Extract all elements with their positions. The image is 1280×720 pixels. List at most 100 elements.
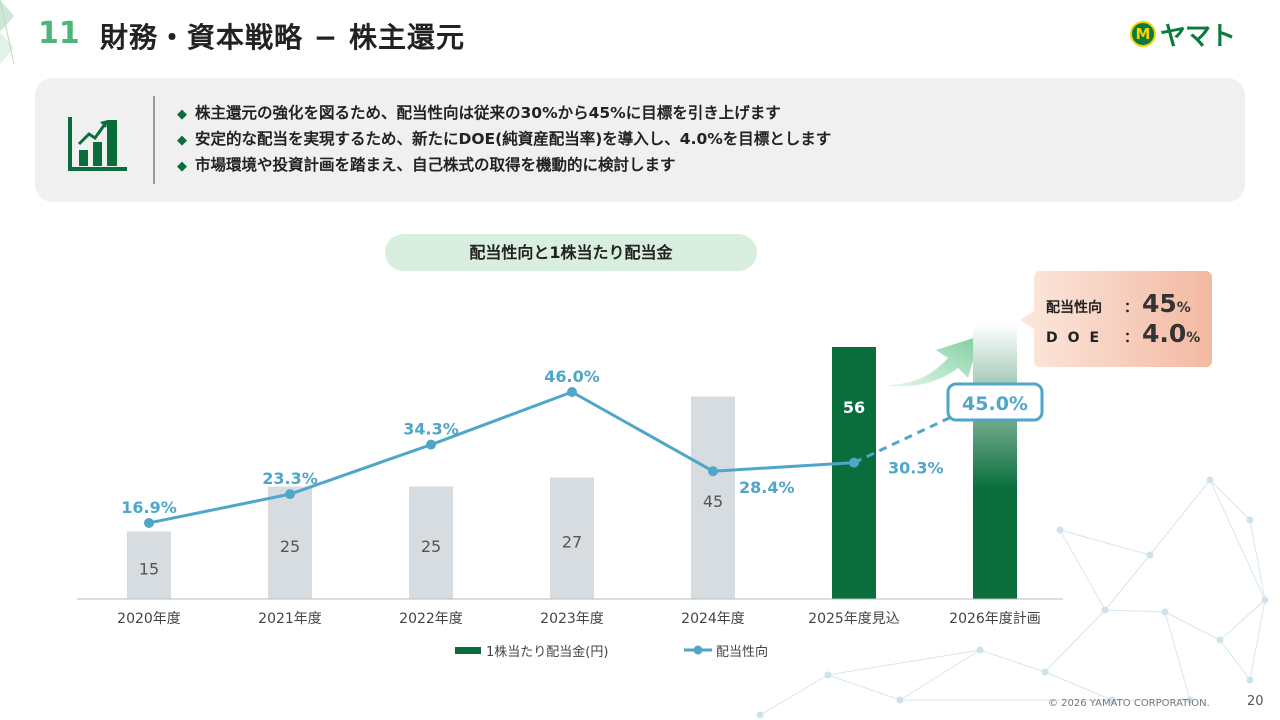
legend-line-marker <box>693 645 703 655</box>
diamond-bullet-icon: ◆ <box>177 107 187 122</box>
x-tick-label: 2021年度 <box>258 611 322 627</box>
payout-ratio-line <box>148 390 855 525</box>
network-edge <box>1044 609 1106 673</box>
payout-ratio-point <box>567 387 577 397</box>
payout-colon: ： <box>1124 300 1138 316</box>
bar-value-label: 56 <box>843 398 865 417</box>
payout-ratio-point <box>849 457 859 468</box>
payout-label: 配当性向 <box>1046 300 1102 316</box>
network-edge <box>1209 479 1266 601</box>
network-edge <box>827 674 901 701</box>
network-edge <box>1219 639 1251 681</box>
doe-colon: ： <box>1124 330 1138 346</box>
logo-mark-icon: M <box>1130 21 1156 47</box>
payout-ratio-point <box>426 439 436 450</box>
network-edge <box>1164 611 1191 701</box>
page-number: 20 <box>1247 694 1264 709</box>
corner-decoration <box>0 0 14 64</box>
x-tick-label: 2023年度 <box>540 611 604 627</box>
bar-value-label: 25 <box>421 537 441 556</box>
payout-ratio-label: 46.0% <box>544 367 600 386</box>
network-edge <box>1249 599 1266 681</box>
policy-bullet-list: ◆ 株主還元の強化を図るため、配当性向は従来の30%から45%に目標を引き上げます… <box>177 100 831 178</box>
payout-ratio-label: 23.3% <box>262 469 318 488</box>
network-node <box>756 711 764 719</box>
network-edge <box>1044 671 1113 701</box>
network-edge <box>1059 529 1151 556</box>
doe-target-unit: % <box>1186 330 1201 346</box>
policy-bullet: ◆ 安定的な配当を実現するため、新たにDOE(純資産配当率)を導入し、4.0%を目… <box>177 126 831 152</box>
network-edge <box>1149 479 1211 556</box>
legend-bar-label: 1株当たり配当金(円) <box>486 644 608 660</box>
policy-bullet-text: 株主還元の強化を図るため、配当性向は従来の30%から45%に目標を引き上げます <box>195 104 781 122</box>
network-node <box>824 671 832 679</box>
network-node <box>1261 596 1269 604</box>
chart-title: 配当性向と1株当たり配当金 <box>385 234 757 271</box>
dividend-bar <box>691 396 735 599</box>
payout-ratio-label: 34.3% <box>403 420 459 439</box>
logo-text: ヤマト <box>1160 21 1236 52</box>
network-edge <box>1249 519 1266 601</box>
x-tick-label: 2026年度計画 <box>949 611 1041 627</box>
payout-ratio-point <box>708 466 718 477</box>
network-edge <box>1164 611 1221 641</box>
network-background-decoration <box>756 476 1269 719</box>
payout-ratio-point <box>144 517 154 528</box>
policy-bullet: ◆ 市場環境や投資計画を踏まえ、自己株式の取得を機動的に検討します <box>177 152 831 178</box>
dividend-bar <box>127 531 171 599</box>
network-node <box>1108 696 1116 704</box>
payout-target-value: 45 <box>1142 289 1177 318</box>
bar-value-label: 27 <box>562 532 582 551</box>
policy-summary-box: ◆ 株主還元の強化を図るため、配当性向は従来の30%から45%に目標を引き上げます… <box>35 78 1245 202</box>
network-node <box>1186 696 1194 704</box>
network-edge <box>759 674 829 716</box>
network-node <box>1056 526 1064 534</box>
network-edge <box>979 649 1046 673</box>
dividend-bar <box>268 486 312 599</box>
payout-target-unit: % <box>1176 300 1191 316</box>
payout-ratio-label: 45.0% <box>962 393 1028 415</box>
network-node <box>1161 608 1169 616</box>
bar-value-label: 45 <box>703 492 723 511</box>
doe-target-value: 4.0 <box>1142 319 1187 348</box>
network-edge <box>827 649 981 676</box>
network-edge <box>1059 529 1106 611</box>
network-node <box>1041 668 1049 676</box>
doe-target-row: DOE ： 4.0 % <box>1046 319 1208 349</box>
legend-line-label: 配当性向 <box>716 644 768 660</box>
diamond-bullet-icon: ◆ <box>177 133 187 148</box>
payout-ratio-label: 30.3% <box>888 459 944 478</box>
x-tick-label: 2020年度 <box>117 611 181 627</box>
x-tick-label: 2024年度 <box>681 611 745 627</box>
target-callout: 配当性向 ： 45 % DOE ： 4.0 % <box>1034 271 1212 367</box>
network-edge <box>1209 479 1251 521</box>
network-edge <box>1219 599 1266 641</box>
policy-bullet: ◆ 株主還元の強化を図るため、配当性向は従来の30%から45%に目標を引き上げます <box>177 100 831 126</box>
payout-target-row: 配当性向 ： 45 % <box>1046 289 1208 319</box>
network-node <box>1146 551 1154 559</box>
dividend-bar <box>973 324 1017 599</box>
slide-number: 11 <box>38 16 80 51</box>
copyright: © 2026 YAMATO CORPORATION. <box>1048 698 1210 709</box>
network-node <box>896 696 904 704</box>
network-node <box>1216 636 1224 644</box>
network-edge <box>899 649 981 701</box>
payout-ratio-highlight-box <box>946 382 1044 422</box>
bar-value-label: 15 <box>139 559 159 578</box>
legend-bar-swatch <box>455 647 481 654</box>
x-tick-label: 2025年度見込 <box>808 611 900 627</box>
callout-tail <box>1020 311 1034 329</box>
payout-ratio-label: 16.9% <box>121 498 177 517</box>
network-node <box>1246 676 1254 684</box>
network-node <box>1246 516 1254 524</box>
summary-divider <box>153 96 155 184</box>
network-node <box>976 646 984 654</box>
policy-bullet-text: 安定的な配当を実現するため、新たにDOE(純資産配当率)を導入し、4.0%を目標… <box>195 130 832 148</box>
payout-ratio-label: 28.4% <box>739 478 795 497</box>
company-logo: M ヤマト <box>1130 14 1236 54</box>
bar-chart-growth-icon <box>68 117 127 171</box>
x-tick-label: 2022年度 <box>399 611 463 627</box>
payout-ratio-point <box>285 489 295 500</box>
network-node <box>1101 606 1109 614</box>
